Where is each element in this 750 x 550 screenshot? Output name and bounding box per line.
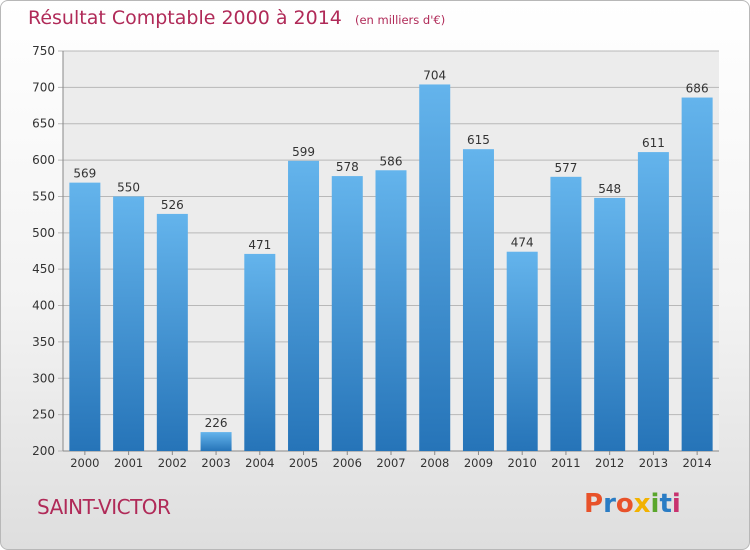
y-tick-label: 350 (32, 335, 55, 349)
x-tick-label: 2009 (464, 456, 493, 470)
logo-letter: x (633, 489, 651, 519)
x-tick-label: 2004 (245, 456, 274, 470)
data-label: 226 (205, 416, 228, 430)
data-label: 599 (292, 145, 315, 159)
logo-letter: t (659, 489, 672, 519)
place-name: SAINT-VICTOR (37, 495, 171, 519)
x-tick-label: 2013 (639, 456, 668, 470)
bar (594, 197, 626, 451)
logo-letter: o (615, 489, 634, 519)
chart-title: Résultat Comptable 2000 à 2014 (28, 7, 342, 29)
logo-letter: r (603, 489, 616, 519)
data-label: 611 (642, 136, 665, 150)
x-tick-label: 2010 (508, 456, 537, 470)
x-tick-label: 2008 (420, 456, 449, 470)
x-tick-label: 2006 (333, 456, 362, 470)
y-tick-label: 300 (32, 371, 55, 385)
data-label: 474 (511, 236, 534, 250)
data-label: 686 (686, 82, 709, 96)
data-label: 586 (380, 154, 403, 168)
bar (69, 182, 101, 452)
bar (419, 84, 451, 452)
data-label: 471 (248, 238, 271, 252)
bar (637, 152, 669, 451)
data-label: 615 (467, 133, 490, 147)
y-tick-label: 600 (32, 153, 55, 167)
y-tick-label: 200 (32, 444, 55, 458)
data-label: 550 (117, 180, 140, 194)
logo-letter: i (671, 489, 681, 519)
data-label: 704 (423, 68, 446, 82)
logo-letter: i (650, 489, 660, 519)
data-label: 569 (73, 167, 96, 181)
y-tick-label: 500 (32, 226, 55, 240)
bar (681, 97, 713, 451)
y-tick-label: 400 (32, 299, 55, 313)
bar (462, 149, 494, 451)
bar (288, 160, 320, 451)
title-row: Résultat Comptable 2000 à 2014 (en milli… (28, 7, 445, 29)
x-tick-label: 2007 (376, 456, 405, 470)
bar (331, 176, 363, 451)
x-tick-label: 2012 (595, 456, 624, 470)
x-tick-label: 2001 (114, 456, 143, 470)
bar (156, 213, 188, 451)
x-tick-label: 2000 (70, 456, 99, 470)
bar (375, 170, 407, 452)
logo-letter: P (584, 489, 604, 519)
data-label: 526 (161, 198, 184, 212)
bar (113, 196, 145, 451)
y-tick-label: 750 (32, 44, 55, 58)
x-tick-label: 2003 (201, 456, 230, 470)
x-tick-label: 2002 (158, 456, 187, 470)
bar (244, 253, 276, 451)
x-tick-label: 2014 (682, 456, 711, 470)
y-tick-label: 650 (32, 117, 55, 131)
data-label: 577 (554, 161, 577, 175)
chart-subtitle: (en milliers d'€) (354, 13, 446, 27)
bar (550, 176, 582, 451)
y-tick-label: 250 (32, 408, 55, 422)
data-label: 548 (598, 182, 621, 196)
data-label: 578 (336, 160, 359, 174)
y-tick-label: 450 (32, 262, 55, 276)
x-tick-label: 2005 (289, 456, 318, 470)
x-tick-label: 2011 (551, 456, 580, 470)
proxiti-logo: Proxiti (584, 489, 681, 519)
y-tick-label: 700 (32, 80, 55, 94)
bar (506, 251, 538, 451)
y-tick-label: 550 (32, 189, 55, 203)
bar (200, 432, 232, 451)
